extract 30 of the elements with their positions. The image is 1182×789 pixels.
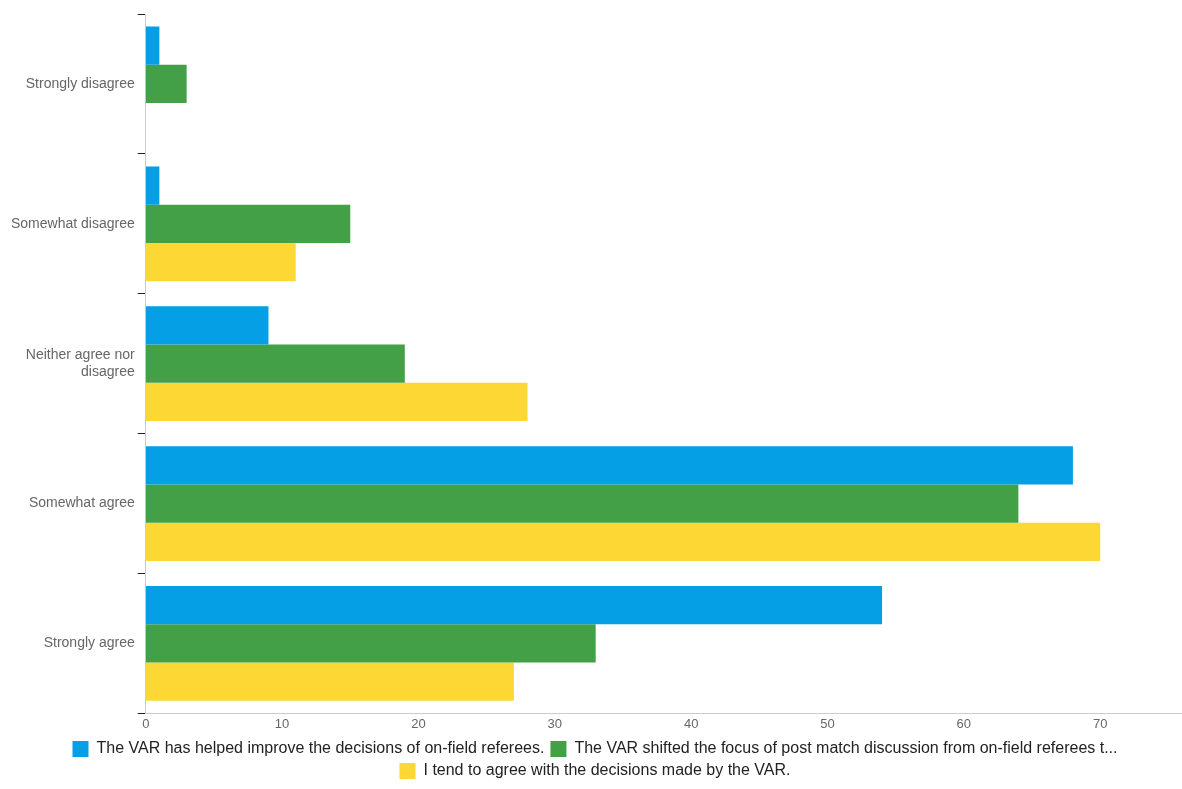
legend-label: The VAR shifted the focus of post match discussion from on-field referees t... <box>574 739 1118 757</box>
x-tick-label: 20 <box>411 715 426 731</box>
bar <box>145 26 160 65</box>
legend-label: The VAR has helped improve the decisions of on-field referees. <box>96 739 545 757</box>
bar <box>145 166 160 205</box>
y-tick-label: Neither agree nor disagree <box>25 346 136 379</box>
bar <box>145 586 883 625</box>
y-tick-label: Strongly disagree <box>25 74 135 91</box>
bar <box>145 624 596 663</box>
x-tick-label: 30 <box>547 715 563 731</box>
y-tick-label: Somewhat agree <box>28 494 135 511</box>
x-tick-label: 10 <box>274 715 290 731</box>
bar <box>145 484 1019 523</box>
x-tick-label: 70 <box>1092 715 1108 731</box>
bar <box>145 446 1073 485</box>
bar <box>145 522 1101 561</box>
x-tick-label: 0 <box>142 715 150 731</box>
legend-label: I tend to agree with the decisions made by the VAR. <box>423 761 791 779</box>
bar <box>145 204 351 243</box>
y-tick-label: Somewhat disagree <box>10 214 135 231</box>
y-tick-label: Strongly agree <box>43 634 135 651</box>
bar <box>145 306 269 345</box>
bar <box>145 382 528 422</box>
bar <box>145 242 296 282</box>
x-tick-label: 50 <box>820 715 835 731</box>
x-tick-label: 60 <box>956 715 972 731</box>
x-tick-label: 40 <box>683 715 699 731</box>
bar <box>145 662 514 701</box>
bar <box>145 344 405 383</box>
bar <box>145 64 187 104</box>
